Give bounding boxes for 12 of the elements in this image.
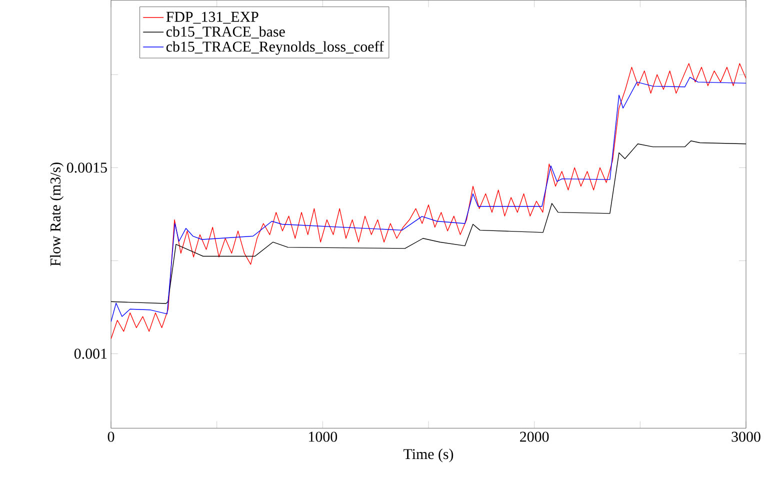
x-tick-label: 0 bbox=[108, 432, 114, 442]
x-axis-title: Time (s) bbox=[404, 448, 454, 462]
y-tick-label: 0.001 bbox=[74, 348, 107, 359]
x-tick-label: 2000 bbox=[520, 432, 549, 442]
legend-label: FDP_131_EXP bbox=[166, 12, 258, 24]
legend-label: cb15_TRACE_base bbox=[166, 26, 285, 38]
legend-label: cb15_TRACE_Reynolds_loss_coeff bbox=[166, 40, 384, 55]
x-tick-label: 3000 bbox=[732, 432, 760, 442]
y-axis-title: Flow Rate (m3/s) bbox=[50, 162, 64, 266]
y-tick-label: 0.0015 bbox=[66, 162, 107, 173]
line-series bbox=[111, 140, 746, 304]
x-tick-label: 1000 bbox=[309, 432, 338, 442]
